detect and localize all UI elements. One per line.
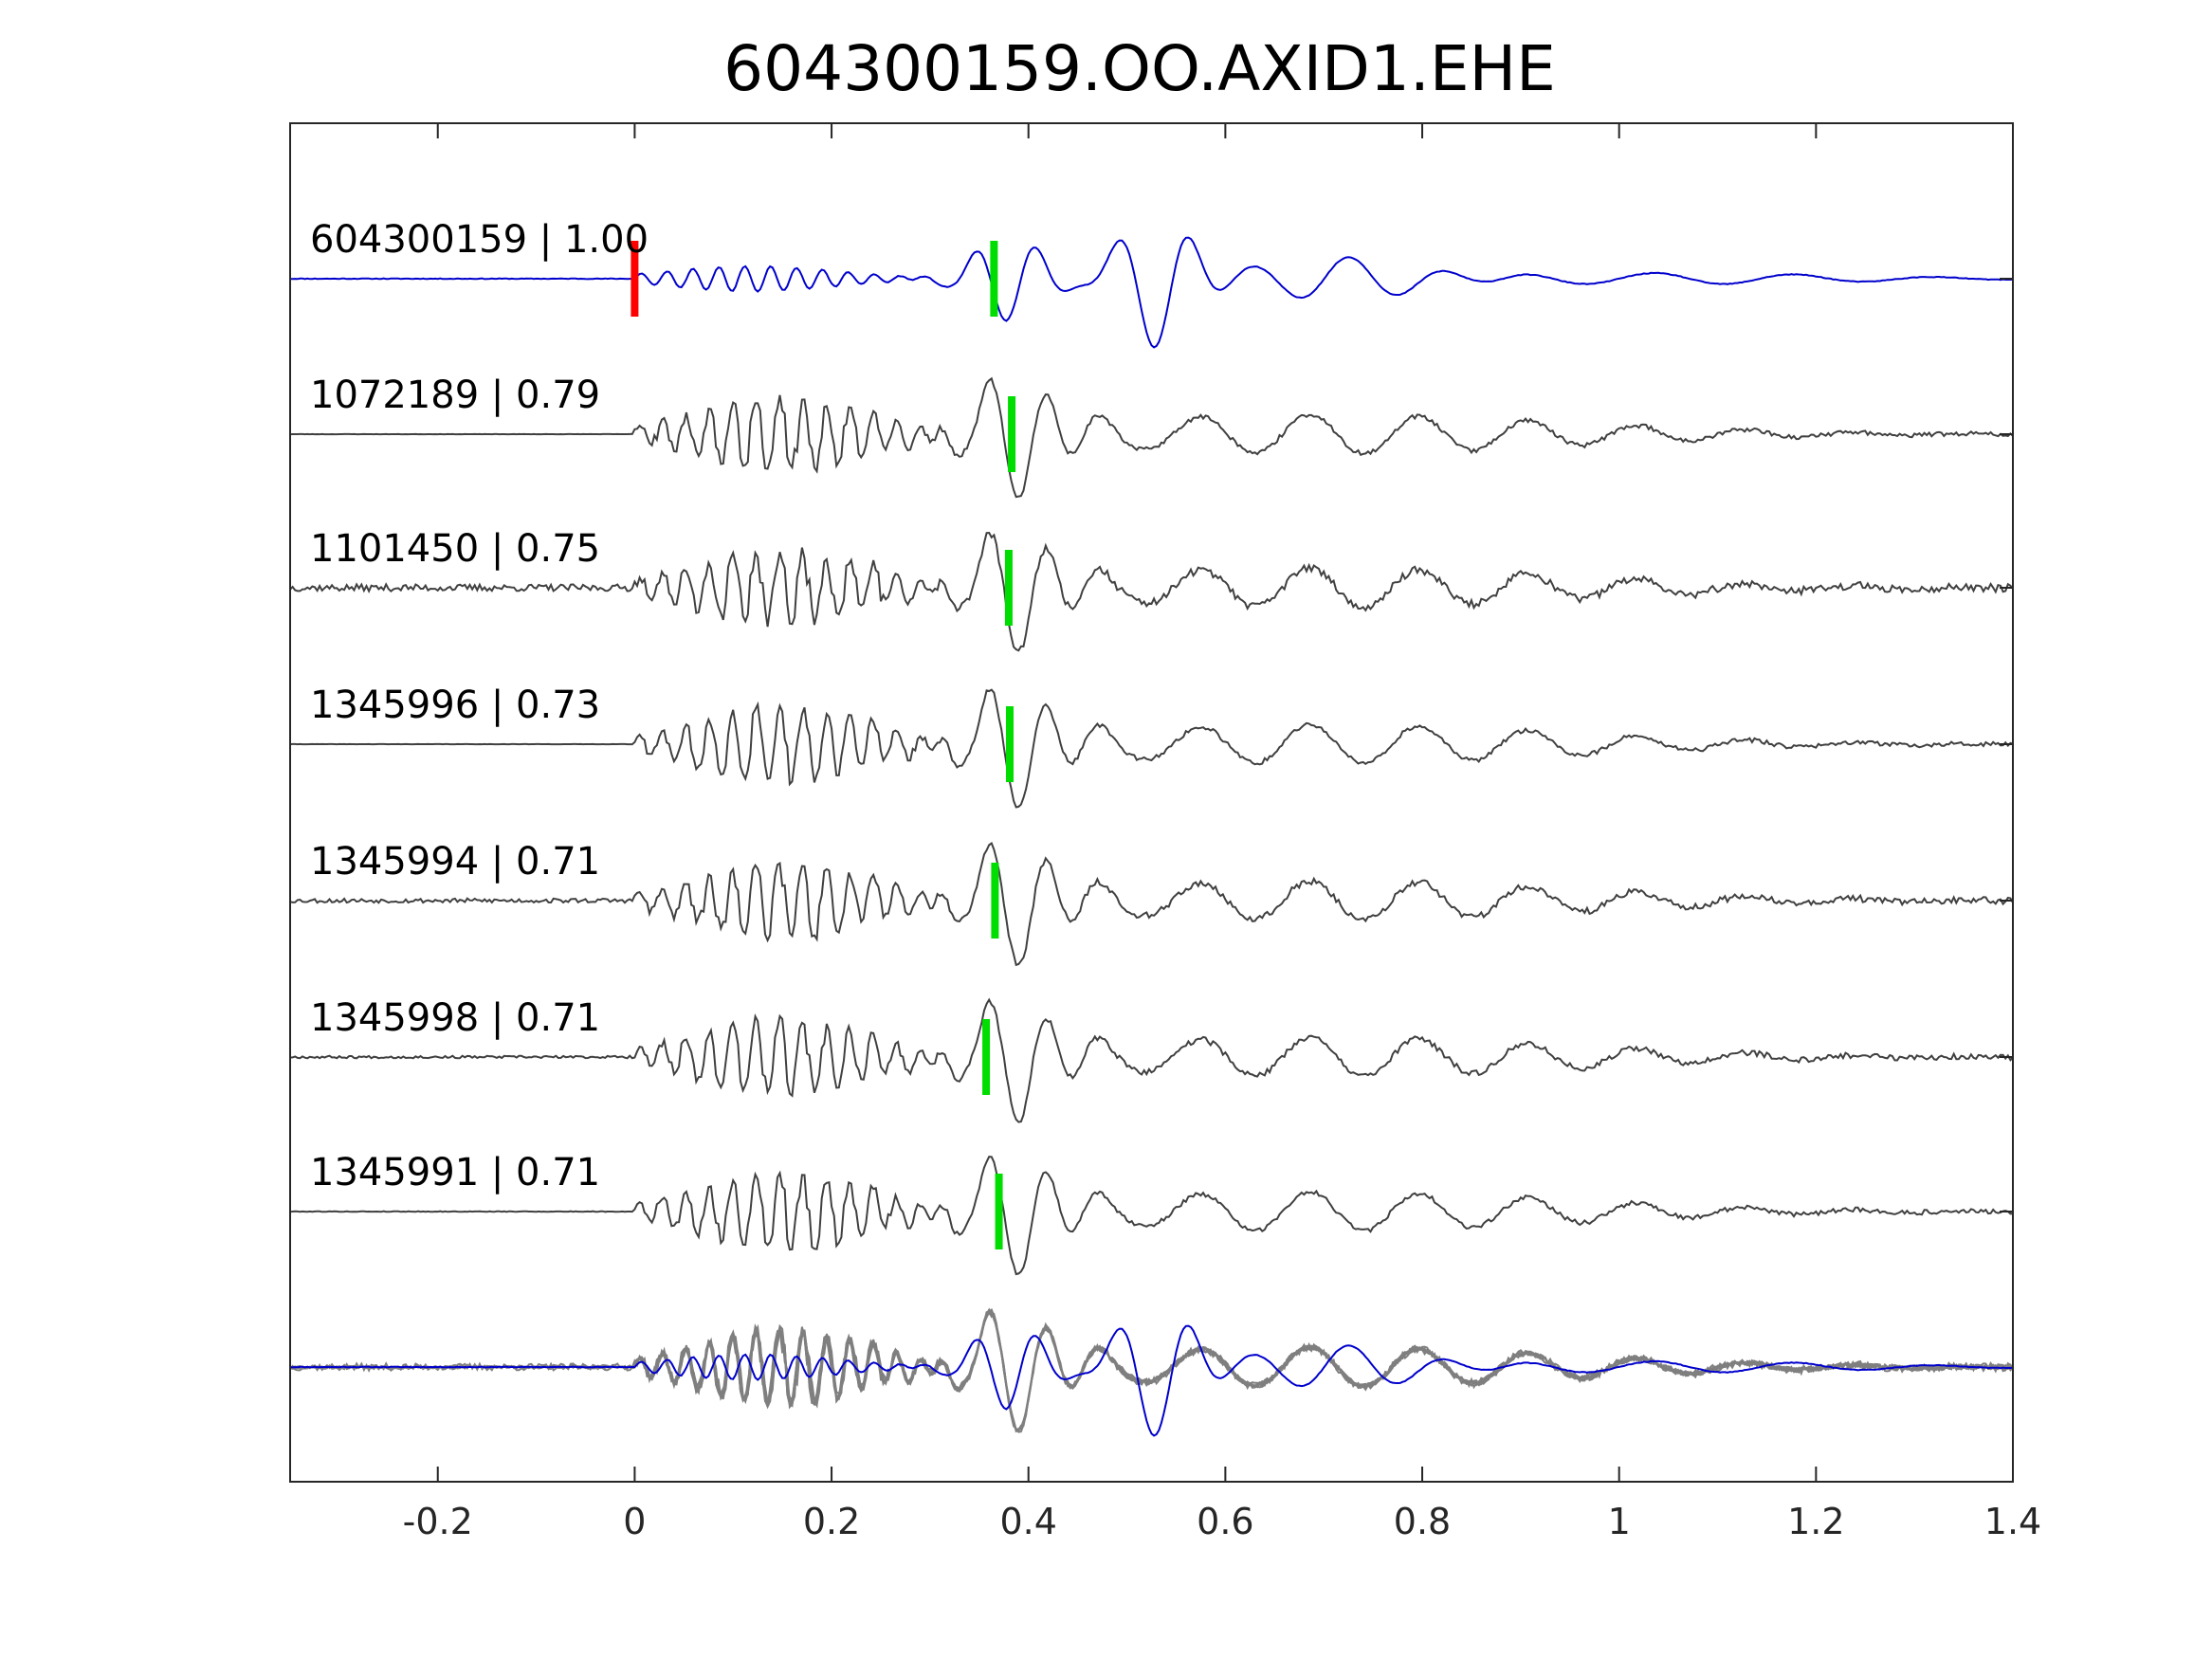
waveform-trace-1345994 — [289, 841, 2014, 967]
waveform-trace-1345996 — [289, 688, 2014, 809]
markers-layer — [631, 241, 1016, 1249]
traces-layer — [289, 236, 2014, 1437]
origin-marker — [631, 241, 639, 317]
chart-title: 604300159.OO.AXID1.EHE — [723, 32, 1556, 105]
pick-marker-1345996 — [1005, 706, 1014, 782]
pick-marker-1345998 — [982, 1019, 991, 1095]
waveform-trace-1345991 — [289, 1156, 2014, 1276]
x-tick-label: 1.4 — [1984, 1501, 2041, 1542]
x-tick-label: 0 — [623, 1501, 646, 1542]
trace-label-604300159: 604300159 | 1.00 — [310, 218, 649, 262]
x-axis: -0.2 0 0.2 0.4 0.6 0.8 1 1.2 1.4 — [403, 123, 2041, 1542]
pick-marker-1345994 — [991, 863, 999, 939]
plot-area-frame — [289, 122, 2014, 1483]
pick-marker-604300159 — [990, 241, 998, 317]
x-tick-label: 1.2 — [1787, 1501, 1844, 1542]
trace-label-1345994: 1345994 | 0.71 — [310, 840, 600, 884]
x-tick-label: 1 — [1608, 1501, 1631, 1542]
trace-label-1101450: 1101450 | 0.75 — [310, 527, 600, 571]
trace-label-1072189: 1072189 | 0.79 — [310, 374, 600, 417]
pick-marker-1101450 — [1004, 550, 1013, 626]
waveform-trace-1101450 — [289, 531, 2014, 652]
x-tick-label: 0.4 — [999, 1501, 1056, 1542]
trace-label-1345998: 1345998 | 0.71 — [310, 996, 600, 1040]
waveform-trace-1072189 — [289, 376, 2014, 499]
pick-marker-1072189 — [1008, 396, 1016, 472]
labels-layer: 604300159 | 1.00 1072189 | 0.79 1101450 | … — [310, 218, 649, 1194]
waveform-trace-1345998 — [289, 997, 2014, 1123]
stack-trace-reference — [290, 1324, 2014, 1437]
pick-marker-1345991 — [995, 1174, 1003, 1249]
trace-label-1345991: 1345991 | 0.71 — [310, 1151, 600, 1194]
x-tick-label: -0.2 — [403, 1501, 473, 1542]
x-tick-label: 0.6 — [1197, 1501, 1253, 1542]
x-tick-label: 0.2 — [803, 1501, 860, 1542]
x-tick-label: 0.8 — [1394, 1501, 1451, 1542]
waveform-trace-604300159 — [290, 236, 2014, 349]
trace-label-1345996: 1345996 | 0.73 — [310, 684, 600, 727]
